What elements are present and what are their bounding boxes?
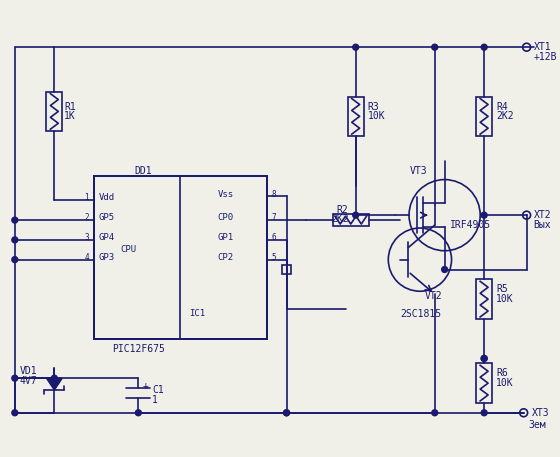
Text: 4: 4 (85, 253, 89, 262)
Circle shape (442, 266, 447, 272)
Text: 3: 3 (85, 233, 89, 242)
Circle shape (353, 44, 358, 50)
FancyBboxPatch shape (348, 96, 363, 136)
Text: DD1: DD1 (134, 166, 152, 176)
Text: PIC12F675: PIC12F675 (112, 344, 165, 354)
Circle shape (12, 375, 18, 381)
Circle shape (136, 410, 141, 416)
Text: XT1: XT1 (534, 42, 551, 52)
Circle shape (52, 375, 57, 381)
Text: VD1: VD1 (20, 367, 38, 376)
Circle shape (432, 410, 438, 416)
Circle shape (481, 44, 487, 50)
Text: 1K: 1K (64, 112, 76, 122)
Text: IC1: IC1 (189, 309, 206, 318)
FancyBboxPatch shape (476, 363, 492, 403)
Circle shape (481, 212, 487, 218)
Circle shape (283, 410, 290, 416)
Circle shape (12, 410, 18, 416)
Text: R6: R6 (496, 368, 508, 378)
Circle shape (283, 410, 290, 416)
Text: Vss: Vss (217, 191, 234, 199)
Text: 2K2: 2K2 (331, 214, 349, 224)
Text: 10K: 10K (496, 294, 514, 304)
FancyBboxPatch shape (46, 92, 62, 131)
Text: R1: R1 (64, 101, 76, 112)
Text: 4V7: 4V7 (20, 376, 38, 386)
Circle shape (353, 212, 358, 218)
FancyBboxPatch shape (476, 96, 492, 136)
Circle shape (432, 44, 438, 50)
Text: 2K2: 2K2 (496, 112, 514, 122)
Circle shape (481, 410, 487, 416)
Text: 1: 1 (152, 395, 158, 405)
Text: IRF4905: IRF4905 (450, 220, 491, 230)
Bar (282, 265, 291, 275)
Text: 5: 5 (272, 253, 276, 262)
FancyBboxPatch shape (476, 279, 492, 319)
Circle shape (12, 217, 18, 223)
Bar (94, 175, 267, 339)
Text: +12В: +12В (534, 52, 557, 62)
Text: GP1: GP1 (217, 233, 234, 242)
Text: R5: R5 (496, 284, 508, 294)
Text: VT3: VT3 (410, 166, 428, 176)
Text: 8: 8 (272, 191, 276, 199)
Text: Зем: Зем (529, 420, 546, 430)
Text: GP5: GP5 (99, 213, 115, 222)
Text: 6: 6 (272, 233, 276, 242)
Text: 7: 7 (272, 213, 276, 222)
Text: 2SC1815: 2SC1815 (400, 309, 441, 319)
Text: VT2: VT2 (425, 291, 442, 301)
Text: 10K: 10K (496, 378, 514, 388)
Circle shape (12, 257, 18, 263)
Text: CP2: CP2 (217, 253, 234, 262)
FancyBboxPatch shape (333, 214, 368, 226)
Text: CPU: CPU (120, 245, 137, 254)
Text: GP3: GP3 (99, 253, 115, 262)
Text: CP0: CP0 (217, 213, 234, 222)
Text: Vdd: Vdd (99, 193, 115, 202)
Text: R3: R3 (367, 101, 379, 112)
Circle shape (481, 356, 487, 361)
Text: C1: C1 (152, 385, 164, 395)
Text: 1: 1 (85, 193, 89, 202)
Text: XT3: XT3 (531, 408, 549, 418)
Text: R4: R4 (496, 101, 508, 112)
Text: GP4: GP4 (99, 233, 115, 242)
Circle shape (481, 356, 487, 361)
Text: 2: 2 (85, 213, 89, 222)
Text: R2: R2 (336, 205, 348, 215)
Circle shape (12, 237, 18, 243)
Text: 10K: 10K (367, 112, 385, 122)
Text: XT2: XT2 (534, 210, 551, 220)
Polygon shape (46, 378, 62, 390)
Text: Вых: Вых (534, 220, 551, 230)
Text: +: + (142, 381, 148, 391)
